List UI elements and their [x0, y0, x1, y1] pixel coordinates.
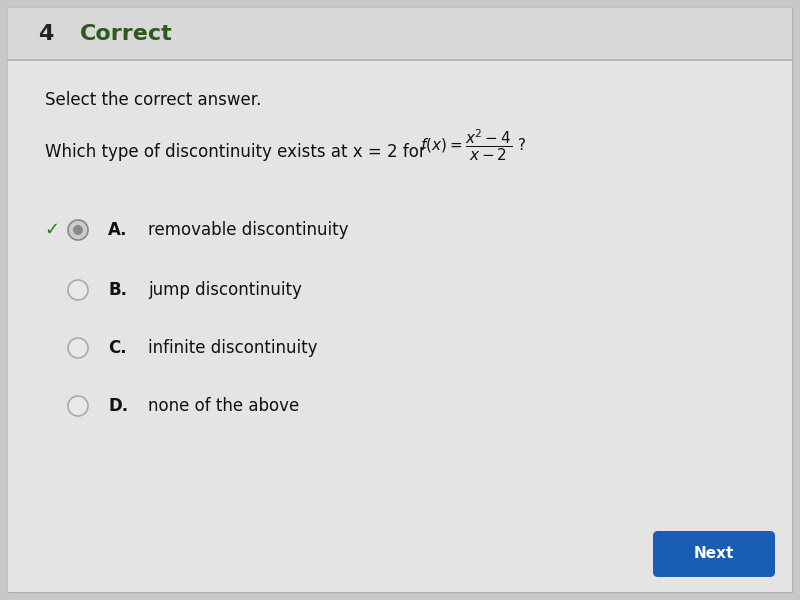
Text: B.: B. [108, 281, 127, 299]
FancyBboxPatch shape [653, 531, 775, 577]
Circle shape [68, 220, 88, 240]
FancyBboxPatch shape [8, 60, 792, 592]
FancyBboxPatch shape [8, 8, 792, 60]
Text: jump discontinuity: jump discontinuity [148, 281, 302, 299]
Text: ✓: ✓ [45, 221, 59, 239]
Text: removable discontinuity: removable discontinuity [148, 221, 349, 239]
Text: Correct: Correct [80, 24, 173, 44]
Text: 4: 4 [38, 24, 54, 44]
Text: $\mathit{f}(\mathit{x})=\dfrac{\mathit{x}^2-4}{\mathit{x}-2}$ ?: $\mathit{f}(\mathit{x})=\dfrac{\mathit{x… [420, 127, 526, 163]
Circle shape [68, 280, 88, 300]
Text: none of the above: none of the above [148, 397, 299, 415]
Text: Select the correct answer.: Select the correct answer. [45, 91, 262, 109]
Text: Next: Next [694, 547, 734, 562]
Circle shape [68, 338, 88, 358]
Text: A.: A. [108, 221, 127, 239]
Circle shape [68, 396, 88, 416]
Text: C.: C. [108, 339, 126, 357]
FancyBboxPatch shape [8, 8, 792, 592]
Text: infinite discontinuity: infinite discontinuity [148, 339, 318, 357]
Text: D.: D. [108, 397, 128, 415]
Text: Which type of discontinuity exists at x = 2 for: Which type of discontinuity exists at x … [45, 143, 431, 161]
Circle shape [73, 225, 83, 235]
